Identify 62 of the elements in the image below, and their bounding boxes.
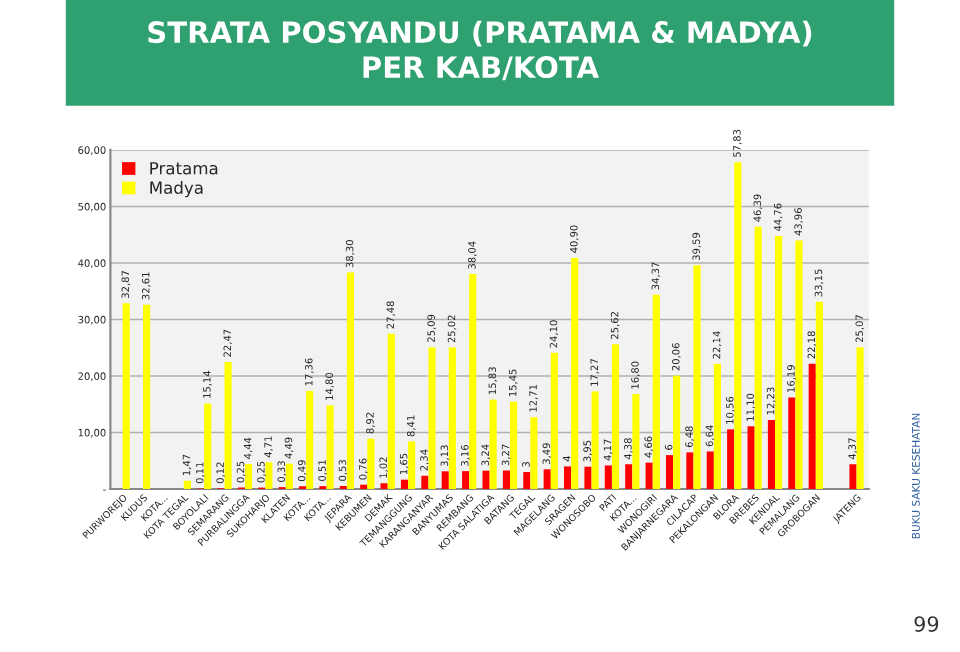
bar bbox=[387, 333, 395, 489]
bar bbox=[122, 303, 130, 489]
bar bbox=[645, 462, 653, 489]
bar bbox=[523, 472, 531, 489]
bar bbox=[428, 347, 436, 489]
bar bbox=[469, 274, 477, 489]
bar bbox=[306, 390, 314, 489]
bar bbox=[143, 304, 151, 489]
bar bbox=[448, 347, 456, 489]
bar bbox=[686, 452, 694, 489]
bar bbox=[367, 438, 375, 489]
bar bbox=[482, 470, 490, 489]
bar bbox=[734, 162, 742, 489]
legend-label: Pratama bbox=[150, 162, 218, 175]
bar bbox=[400, 479, 409, 489]
bar bbox=[775, 236, 783, 489]
bar bbox=[652, 294, 660, 489]
bar bbox=[550, 352, 558, 489]
bar bbox=[604, 465, 612, 489]
bar bbox=[808, 363, 816, 489]
bar bbox=[665, 455, 674, 489]
bar bbox=[502, 470, 510, 489]
bar bbox=[795, 240, 803, 489]
bar bbox=[706, 451, 714, 489]
bar bbox=[856, 347, 864, 489]
bar bbox=[564, 466, 572, 489]
bar bbox=[584, 466, 592, 489]
bar bbox=[543, 469, 551, 489]
bar bbox=[408, 441, 416, 489]
bar bbox=[530, 417, 538, 489]
bar bbox=[767, 419, 776, 489]
bar bbox=[224, 362, 232, 489]
bar bbox=[285, 463, 293, 489]
bar bbox=[632, 394, 640, 489]
bar bbox=[788, 397, 796, 489]
bar bbox=[441, 471, 449, 489]
bar bbox=[204, 403, 212, 489]
bar bbox=[183, 480, 191, 489]
legend-label: Madya bbox=[150, 181, 203, 198]
bar bbox=[591, 391, 599, 489]
bar bbox=[815, 301, 823, 489]
bar bbox=[265, 462, 273, 489]
bar bbox=[380, 483, 388, 489]
bar bbox=[849, 464, 857, 489]
bar bbox=[462, 471, 470, 489]
bar bbox=[346, 272, 355, 489]
bar bbox=[727, 429, 735, 489]
bar bbox=[673, 375, 681, 489]
bar bbox=[713, 363, 721, 489]
bar bbox=[326, 405, 334, 489]
bar bbox=[421, 475, 429, 489]
bar bbox=[611, 344, 620, 489]
bar bbox=[571, 257, 579, 489]
bar bbox=[509, 401, 518, 489]
bar bbox=[747, 426, 755, 489]
bar bbox=[489, 399, 497, 489]
bar bbox=[625, 464, 633, 489]
bar bbox=[244, 463, 253, 489]
bar bbox=[693, 265, 701, 489]
text: 99 bbox=[914, 616, 939, 632]
bar bbox=[754, 226, 762, 489]
chart-title: STRATA POSYANDU (PRATAMA & MADYA) PER KAB/KOTA bbox=[148, 20, 812, 81]
